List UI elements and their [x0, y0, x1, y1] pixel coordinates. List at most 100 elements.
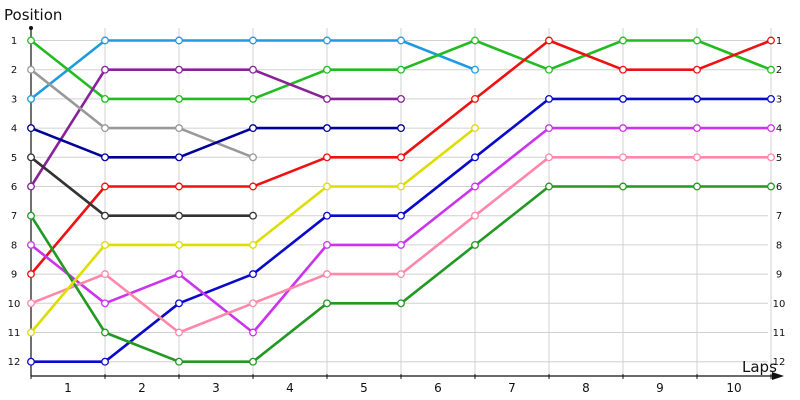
- data-point: [175, 153, 183, 162]
- y-tick-label-right: 9: [776, 270, 782, 281]
- data-point: [693, 124, 701, 133]
- data-point: [175, 211, 183, 220]
- data-point: [249, 36, 257, 45]
- series-2: [27, 36, 775, 103]
- data-point: [175, 328, 183, 337]
- data-point: [323, 124, 331, 133]
- data-point: [619, 124, 627, 133]
- data-point: [545, 94, 553, 103]
- data-point: [767, 36, 775, 45]
- data-point: [471, 36, 479, 45]
- data-point: [249, 65, 257, 74]
- x-tick-label: 2: [138, 381, 146, 395]
- x-tick-label: 8: [582, 381, 590, 395]
- data-point: [27, 240, 35, 249]
- data-point: [397, 124, 405, 133]
- data-point: [249, 270, 257, 279]
- data-point: [545, 153, 553, 162]
- data-point: [101, 240, 109, 249]
- data-point: [175, 65, 183, 74]
- y-tick-label-right: 6: [776, 182, 782, 193]
- data-point: [175, 36, 183, 45]
- x-tick-label: 6: [434, 381, 442, 395]
- x-tick-label: 4: [286, 381, 294, 395]
- data-point: [397, 240, 405, 249]
- data-point: [27, 124, 35, 133]
- series-6: [27, 153, 775, 337]
- series-line: [29, 126, 403, 159]
- data-point: [471, 211, 479, 220]
- y-tick-label-right: 2: [776, 65, 782, 76]
- data-point: [323, 182, 331, 191]
- data-point: [323, 65, 331, 74]
- y-tick-label-right: 10: [773, 299, 786, 310]
- data-point: [27, 65, 35, 74]
- data-point: [767, 182, 775, 191]
- data-point: [471, 182, 479, 191]
- data-point: [175, 124, 183, 133]
- data-point: [249, 240, 257, 249]
- data-point: [693, 36, 701, 45]
- x-axis-title: Laps: [742, 358, 777, 376]
- series-1: [27, 36, 479, 103]
- y-tick-label-right: 1: [776, 36, 782, 47]
- x-tick-label: 3: [212, 381, 220, 395]
- data-point: [397, 270, 405, 279]
- y-tick-label-left: 1: [11, 36, 17, 47]
- data-point: [175, 270, 183, 279]
- series-12: [27, 153, 257, 220]
- data-point: [397, 153, 405, 162]
- data-point: [249, 124, 257, 133]
- data-point: [397, 299, 405, 308]
- series-9: [27, 65, 405, 191]
- series-11: [27, 124, 405, 162]
- y-tick-label-left: 5: [11, 153, 17, 164]
- data-point: [101, 299, 109, 308]
- data-point: [101, 182, 109, 191]
- data-point: [397, 182, 405, 191]
- data-point: [101, 153, 109, 162]
- data-point: [27, 270, 35, 279]
- data-point: [249, 182, 257, 191]
- y-tick-label-left: 12: [8, 357, 21, 368]
- y-tick-label-left: 3: [11, 94, 17, 105]
- data-point: [101, 36, 109, 45]
- data-point: [323, 211, 331, 220]
- data-point: [27, 328, 35, 337]
- series-8: [27, 124, 479, 337]
- data-point: [27, 211, 35, 220]
- data-point: [767, 94, 775, 103]
- data-point: [767, 65, 775, 74]
- data-point: [27, 36, 35, 45]
- y-tick-label-right: 12: [773, 357, 786, 368]
- y-axis-cap: [29, 26, 33, 30]
- data-point: [249, 357, 257, 366]
- data-point: [693, 182, 701, 191]
- y-tick-label-left: 2: [11, 65, 17, 76]
- data-point: [545, 65, 553, 74]
- x-axis-arrow-icon: [772, 372, 784, 380]
- data-point: [545, 124, 553, 133]
- data-point: [323, 270, 331, 279]
- x-tick-label: 1: [64, 381, 72, 395]
- y-tick-label-right: 4: [776, 124, 782, 135]
- y-tick-label-right: 5: [776, 153, 782, 164]
- x-tick-label: 7: [508, 381, 516, 395]
- data-point: [27, 153, 35, 162]
- data-point: [101, 357, 109, 366]
- data-point: [471, 65, 479, 74]
- x-tick-label: 5: [360, 381, 368, 395]
- data-point: [397, 94, 405, 103]
- series-7: [27, 182, 775, 366]
- y-tick-label-left: 8: [11, 240, 17, 251]
- data-point: [175, 299, 183, 308]
- data-point: [323, 94, 331, 103]
- data-point: [693, 65, 701, 74]
- data-point: [249, 299, 257, 308]
- data-point: [27, 299, 35, 308]
- data-point: [545, 182, 553, 191]
- data-point: [767, 124, 775, 133]
- data-point: [101, 270, 109, 279]
- y-tick-label-left: 4: [11, 124, 17, 135]
